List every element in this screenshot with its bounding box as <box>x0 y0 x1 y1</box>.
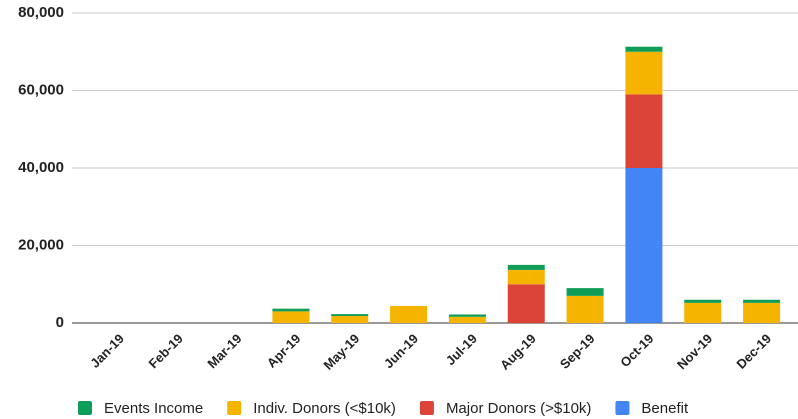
x-tick-label: Jan-19 <box>87 331 127 371</box>
bar-segment <box>390 305 428 323</box>
x-tick-label: Aug-19 <box>497 331 539 373</box>
x-tick-label: Feb-19 <box>146 331 186 371</box>
bar-segment <box>507 264 545 270</box>
x-tick-label: Apr-19 <box>264 331 304 371</box>
x-tick-label: Jun-19 <box>381 331 421 371</box>
bar-segment <box>684 302 722 323</box>
bar-segment <box>566 288 604 296</box>
bar-segment <box>448 314 486 317</box>
legend-swatch <box>615 401 630 415</box>
x-tick-label: Mar-19 <box>204 331 244 371</box>
bar-segment <box>272 308 310 312</box>
bar-segment <box>507 269 545 285</box>
bar-segment <box>331 314 369 317</box>
y-tick-label: 40,000 <box>18 159 64 176</box>
bar-segment <box>331 316 369 323</box>
legend-swatch <box>78 401 92 415</box>
y-tick-label: 0 <box>56 314 64 331</box>
bar-segment <box>625 94 663 168</box>
x-tick-label: Jul-19 <box>443 331 480 368</box>
x-tick-label: Dec-19 <box>733 331 774 372</box>
bar-segment <box>566 295 604 323</box>
bar-segment <box>625 168 663 323</box>
legend-label: Benefit <box>641 400 689 417</box>
legend-label: Major Donors (>$10k) <box>446 400 591 417</box>
bar-segment <box>272 311 310 323</box>
x-tick-label: Sep-19 <box>557 331 598 372</box>
bar-segment <box>625 51 663 95</box>
bar-segment <box>625 46 663 52</box>
y-tick-label: 80,000 <box>18 4 64 21</box>
x-tick-label: Oct-19 <box>617 331 656 370</box>
bar-segment <box>743 302 781 323</box>
y-tick-label: 60,000 <box>18 81 64 98</box>
x-tick-label: May-19 <box>321 331 363 373</box>
legend-label: Indiv. Donors (<$10k) <box>253 400 396 417</box>
legend-swatch <box>419 401 434 415</box>
x-tick-label: Nov-19 <box>674 331 715 372</box>
bar-segment <box>743 299 781 303</box>
legend-swatch <box>227 401 242 415</box>
bar-segment <box>684 299 722 303</box>
legend-label: Events Income <box>104 400 203 417</box>
bar-segment <box>448 316 486 323</box>
y-tick-label: 20,000 <box>18 236 64 253</box>
bar-segment <box>507 284 545 323</box>
